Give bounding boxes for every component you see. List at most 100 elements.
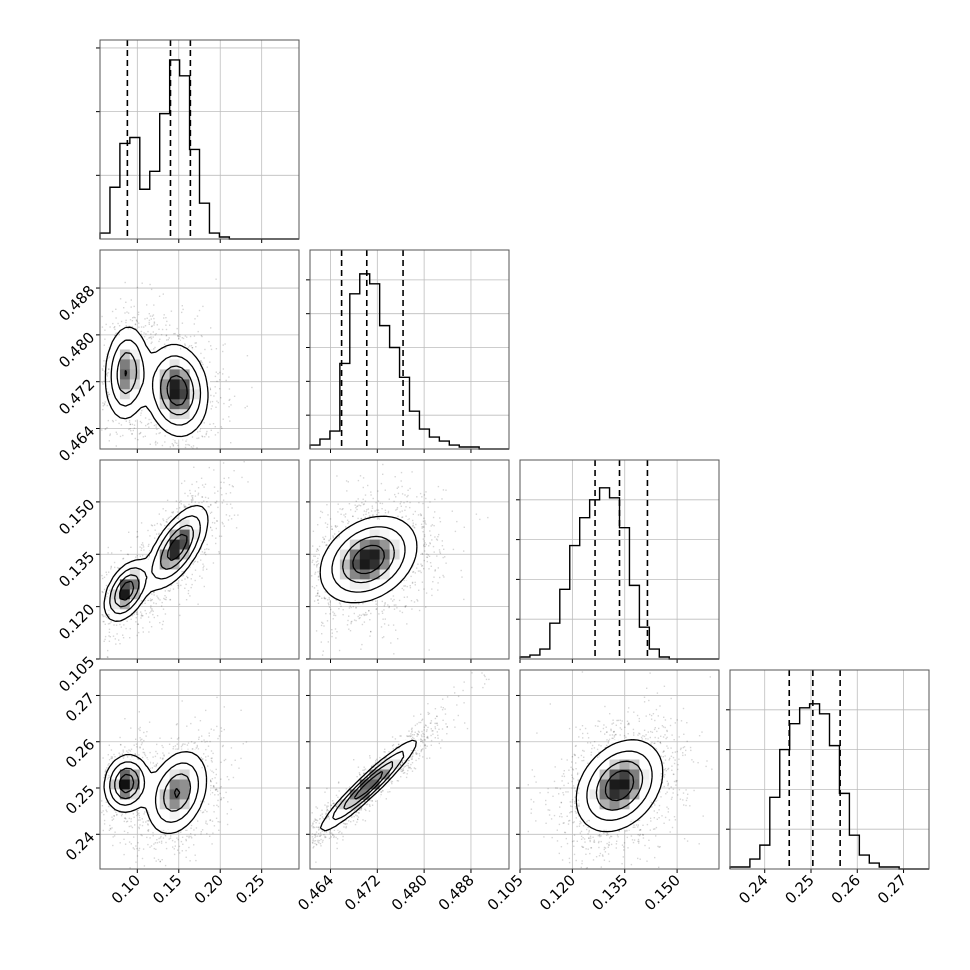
scatter-point: [165, 334, 168, 336]
scatter-point: [155, 426, 157, 428]
density-cell: [110, 339, 121, 351]
scatter-point: [186, 336, 188, 338]
scatter-point: [137, 842, 139, 844]
scatter-point: [425, 523, 427, 525]
scatter-point: [150, 336, 152, 338]
scatter-point: [169, 599, 171, 601]
scatter-point: [424, 545, 426, 548]
scatter-point: [388, 605, 390, 608]
panel-frame: [309, 459, 510, 660]
scatter-point: [115, 317, 117, 319]
scatter-point: [401, 493, 404, 495]
scatter-point: [317, 524, 319, 526]
scatter-point: [463, 550, 465, 552]
scatter-point: [122, 757, 125, 759]
scatter-point: [179, 334, 181, 336]
scatter-point: [141, 603, 143, 605]
scatter-point: [104, 401, 106, 403]
scatter-point: [317, 560, 319, 562]
scatter-point: [204, 548, 206, 551]
scatter-point: [134, 753, 136, 755]
scatter-point: [222, 499, 225, 501]
scatter-point: [144, 435, 146, 437]
scatter-point: [318, 595, 320, 597]
scatter-point: [428, 568, 430, 570]
scatter-point: [137, 623, 139, 625]
scatter-point: [166, 339, 168, 341]
scatter-point: [317, 599, 319, 601]
density-cell: [159, 409, 171, 420]
scatter-point: [124, 817, 126, 819]
scatter-point: [222, 344, 224, 346]
scatter-point: [145, 821, 147, 823]
density-cell: [379, 539, 391, 551]
scatter-point: [114, 326, 116, 328]
scatter-point: [174, 440, 176, 442]
scatter-point: [188, 835, 190, 837]
scatter-point: [442, 489, 445, 491]
scatter-point: [412, 522, 414, 524]
scatter-point: [377, 500, 380, 502]
scatter-point: [130, 818, 132, 820]
scatter-point: [200, 334, 203, 337]
scatter-point: [363, 503, 365, 505]
scatter-point: [350, 622, 352, 625]
scatter-point: [327, 602, 330, 604]
scatter-point: [326, 526, 328, 528]
scatter-point: [418, 501, 420, 504]
density-cell: [169, 379, 181, 390]
scatter-point: [140, 330, 143, 333]
scatter-point: [106, 767, 108, 769]
scatter-point: [164, 590, 166, 592]
scatter-point: [152, 756, 154, 758]
scatter-point: [350, 509, 352, 511]
scatter-point: [428, 545, 430, 547]
scatter-point: [409, 585, 411, 587]
scatter-point: [316, 592, 319, 595]
scatter-point: [339, 603, 342, 605]
scatter-point: [350, 621, 352, 623]
scatter-point: [406, 585, 408, 588]
scatter-point: [149, 837, 151, 839]
scatter-point: [149, 336, 151, 339]
scatter-point: [331, 528, 333, 530]
scatter-point: [423, 559, 425, 562]
scatter-point: [192, 499, 194, 501]
scatter-point: [126, 553, 129, 555]
scatter-point: [194, 501, 196, 503]
scatter-point: [233, 514, 236, 516]
scatter-point: [125, 812, 127, 815]
scatter-point: [456, 520, 458, 523]
scatter-point: [209, 512, 212, 514]
scatter-point: [120, 550, 122, 552]
scatter-point: [392, 624, 395, 626]
scatter-point: [153, 424, 156, 427]
scatter-point: [362, 503, 365, 506]
scatter-point: [230, 518, 233, 520]
scatter-point: [441, 545, 444, 547]
scatter-point: [332, 538, 335, 540]
scatter-point: [487, 516, 489, 519]
scatter-point: [209, 423, 211, 425]
scatter-point: [369, 619, 371, 621]
scatter-point: [331, 635, 333, 638]
scatter-point: [217, 401, 219, 404]
scatter-point: [312, 530, 315, 532]
scatter-point: [155, 333, 157, 335]
scatter-point: [203, 357, 205, 359]
scatter-point: [311, 585, 314, 588]
scatter-point: [315, 561, 318, 563]
scatter-point: [135, 743, 138, 745]
y-tick-label: 0.105: [55, 653, 98, 696]
scatter-point: [105, 769, 107, 771]
scatter-point: [188, 345, 191, 347]
scatter-point: [109, 827, 111, 830]
scatter-point: [222, 350, 224, 353]
scatter-point: [110, 621, 112, 623]
scatter-point: [104, 623, 106, 625]
scatter-point: [342, 521, 344, 523]
scatter-point: [362, 477, 365, 479]
density-cell: [159, 529, 171, 541]
scatter-point: [182, 337, 185, 340]
scatter-point: [177, 335, 179, 337]
